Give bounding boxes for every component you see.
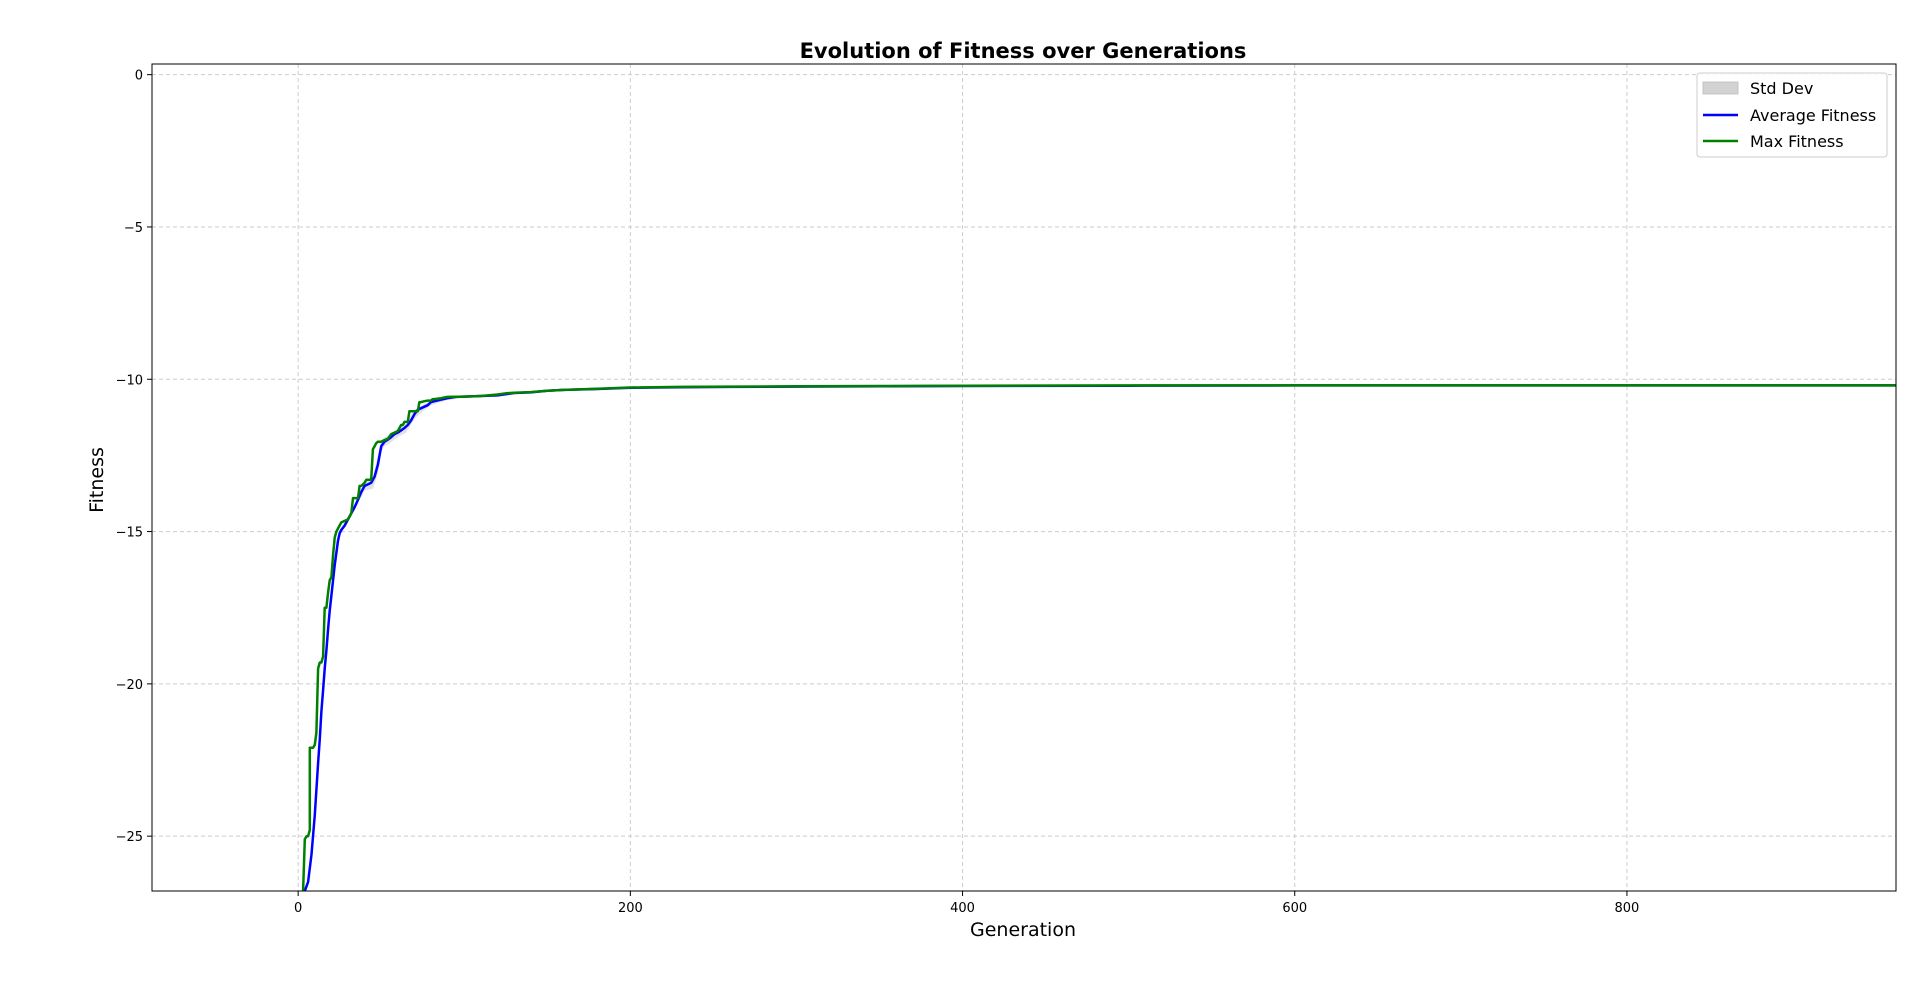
x-tick-label: 200	[618, 901, 643, 916]
x-tick-label: 600	[1282, 901, 1307, 916]
legend-box	[1696, 72, 1888, 158]
y-tick-label: 0	[135, 69, 143, 84]
x-tick-label: 0	[294, 901, 302, 916]
y-axis-ticks: 0 −5 −10 −15 −20 −25	[116, 69, 152, 845]
legend: Std Dev Average Fitness Max Fitness	[1696, 72, 1888, 158]
chart-title: Evolution of Fitness over Generations	[800, 39, 1247, 63]
series-layer	[301, 384, 1896, 891]
y-tick-label: −10	[116, 373, 143, 388]
y-tick-label: −20	[116, 678, 143, 693]
x-axis-title: Generation	[970, 919, 1076, 941]
y-tick-label: −25	[116, 830, 143, 845]
legend-label-std-dev: Std Dev	[1750, 79, 1813, 98]
x-axis-ticks: 0 200 400 600 800	[294, 891, 1639, 916]
y-tick-label: −15	[116, 526, 143, 541]
series-line-max-fitness	[301, 384, 1896, 891]
x-tick-label: 800	[1615, 901, 1640, 916]
plot-area-frame	[151, 63, 1897, 892]
x-tick-label: 400	[950, 901, 975, 916]
y-tick-label: −5	[124, 221, 143, 236]
y-axis-title: Fitness	[86, 447, 108, 513]
legend-label-max-fitness: Max Fitness	[1750, 132, 1844, 151]
legend-std-dev-swatch	[1702, 81, 1739, 95]
grid-lines	[152, 64, 1896, 891]
legend-label-average-fitness: Average Fitness	[1750, 106, 1876, 125]
